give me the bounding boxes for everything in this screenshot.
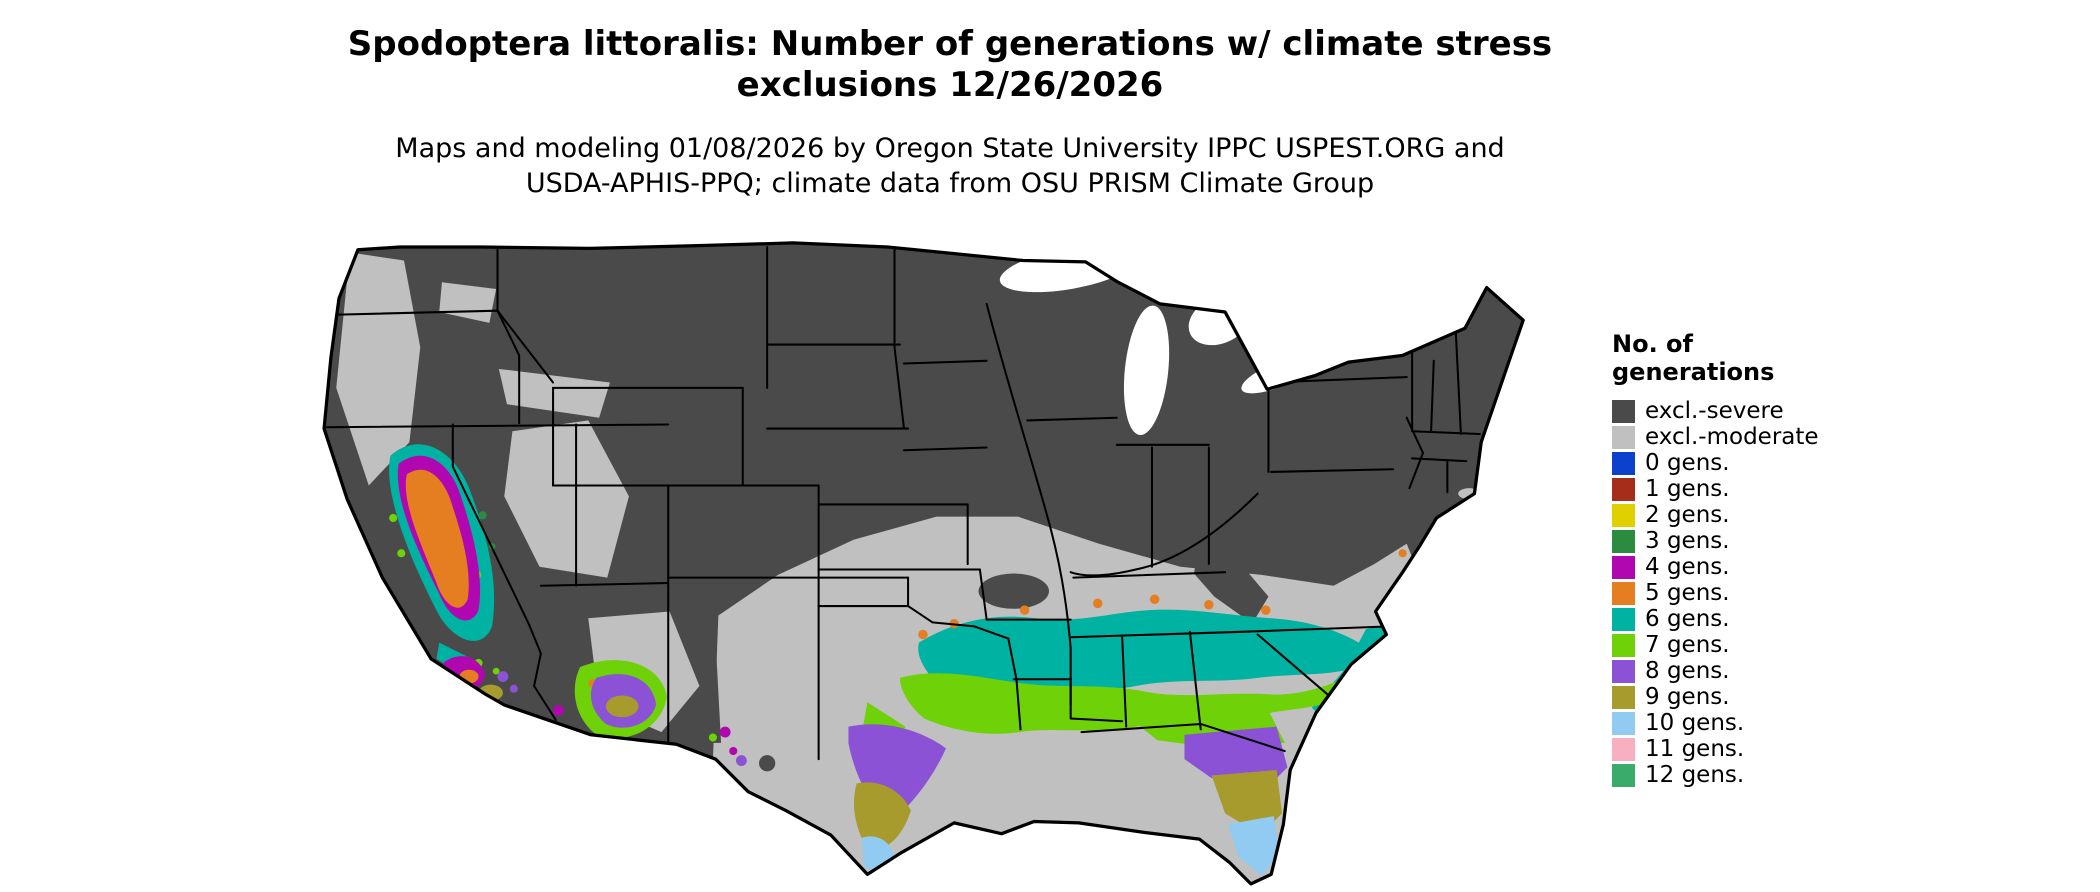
legend-swatch: [1612, 556, 1635, 580]
legend-item: 11 gens.: [1612, 737, 1819, 763]
legend-swatch: [1612, 530, 1635, 554]
legend-label: 7 gens.: [1645, 632, 1730, 659]
legend-label: excl.-severe: [1645, 398, 1784, 425]
legend-item: 0 gens.: [1612, 451, 1819, 477]
legend-label: 12 gens.: [1645, 762, 1745, 789]
legend-item: 4 gens.: [1612, 555, 1819, 581]
legend-label: 4 gens.: [1645, 554, 1730, 581]
us-outline: [322, 241, 1525, 886]
legend-label: 0 gens.: [1645, 450, 1730, 477]
legend-swatch: [1612, 686, 1635, 710]
legend-label: 6 gens.: [1645, 606, 1730, 633]
legend-swatch: [1612, 582, 1635, 606]
legend-swatch: [1612, 608, 1635, 632]
legend-item: excl.-severe: [1612, 399, 1819, 425]
legend-swatch: [1612, 478, 1635, 502]
legend-swatch: [1612, 660, 1635, 684]
legend: No. of generations excl.-severe excl.-mod…: [1612, 330, 1819, 789]
legend-item: 5 gens.: [1612, 581, 1819, 607]
legend-label: 11 gens.: [1645, 736, 1745, 763]
legend-swatch: [1612, 504, 1635, 528]
state-borders: [325, 245, 1481, 761]
legend-title: No. of generations: [1612, 330, 1775, 387]
legend-item: 8 gens.: [1612, 659, 1819, 685]
legend-swatch: [1612, 400, 1635, 424]
us-generations-map: [320, 228, 1530, 892]
legend-label: 8 gens.: [1645, 658, 1730, 685]
map-svg: [322, 241, 1525, 886]
legend-label: 3 gens.: [1645, 528, 1730, 555]
legend-item: 7 gens.: [1612, 633, 1819, 659]
legend-label: 9 gens.: [1645, 684, 1730, 711]
legend-label: 10 gens.: [1645, 710, 1745, 737]
legend-item: 9 gens.: [1612, 685, 1819, 711]
legend-swatch: [1612, 738, 1635, 762]
legend-label: 1 gens.: [1645, 476, 1730, 503]
legend-label: 2 gens.: [1645, 502, 1730, 529]
legend-swatch: [1612, 764, 1635, 788]
region-11-gens: [874, 870, 1250, 884]
header: Spodoptera littoralis: Number of generat…: [0, 24, 1900, 201]
legend-item: 6 gens.: [1612, 607, 1819, 633]
legend-item: 3 gens.: [1612, 529, 1819, 555]
region-excl-severe-patches: [474, 478, 1269, 772]
legend-label: 5 gens.: [1645, 580, 1730, 607]
legend-item: 10 gens.: [1612, 711, 1819, 737]
legend-swatch: [1612, 426, 1635, 450]
legend-label: excl.-moderate: [1645, 424, 1819, 451]
legend-swatch: [1612, 452, 1635, 476]
legend-item: 1 gens.: [1612, 477, 1819, 503]
legend-swatch: [1612, 712, 1635, 736]
legend-swatch: [1612, 634, 1635, 658]
legend-item: 2 gens.: [1612, 503, 1819, 529]
legend-list: excl.-severe excl.-moderate 0 gens. 1 gens.…: [1612, 399, 1819, 789]
legend-item: 12 gens.: [1612, 763, 1819, 789]
legend-item: excl.-moderate: [1612, 425, 1819, 451]
page-subtitle: Maps and modeling 01/08/2026 by Oregon S…: [395, 132, 1505, 200]
page-title: Spodoptera littoralis: Number of generat…: [347, 24, 1553, 106]
